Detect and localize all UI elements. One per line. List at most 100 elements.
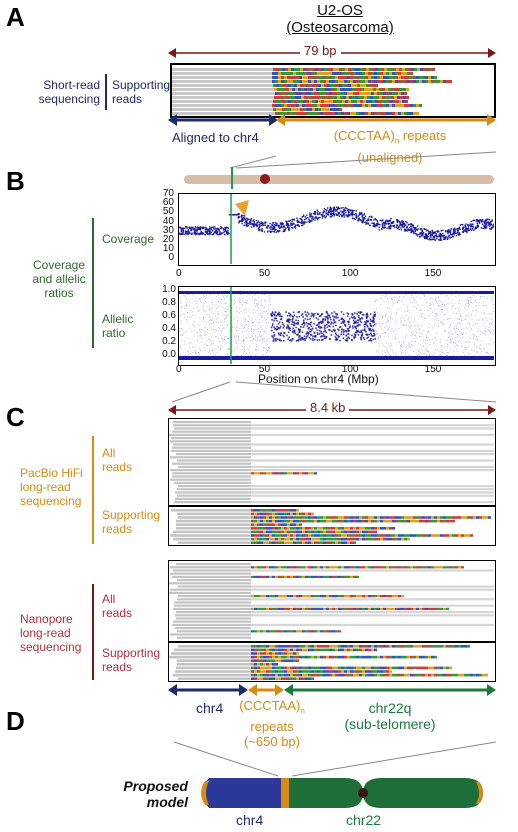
read-base <box>302 512 305 516</box>
allelic-point <box>398 340 400 342</box>
read-base <box>266 655 269 659</box>
allelic-point <box>263 347 265 348</box>
read-base <box>251 519 254 523</box>
allelic-point <box>187 350 189 352</box>
read-base <box>290 527 293 530</box>
coverage-point <box>205 228 208 231</box>
read-base <box>305 512 308 516</box>
allelic-point <box>334 329 336 331</box>
allelic-point <box>253 303 255 305</box>
allelic-point <box>404 310 406 312</box>
read-base <box>434 645 437 648</box>
allelic-point <box>468 302 469 304</box>
allelic-point <box>297 328 300 330</box>
allelic-point <box>459 299 461 301</box>
allelic-point <box>234 293 236 295</box>
allelic-point <box>429 303 431 305</box>
read-base <box>296 648 299 652</box>
allelic-point <box>225 311 227 312</box>
allelic-point <box>466 326 468 328</box>
repeat-base <box>289 88 292 91</box>
coverage-point <box>452 229 455 232</box>
read-base <box>452 534 455 537</box>
allelic-point <box>478 319 480 321</box>
coverage-point <box>321 215 323 217</box>
allelic-point <box>428 323 430 325</box>
read-base <box>329 566 332 569</box>
read-base <box>317 670 320 673</box>
read-base <box>329 607 332 610</box>
coverage-point <box>313 212 315 215</box>
read-base <box>296 607 299 610</box>
coverage-point <box>260 222 263 224</box>
coverage-point <box>429 235 432 237</box>
allelic-point <box>409 342 411 344</box>
allelic-point <box>249 318 251 319</box>
read-base <box>284 534 287 537</box>
read-base <box>374 648 377 652</box>
coverage-point <box>446 229 449 232</box>
coverage-point <box>247 218 249 220</box>
allelic-point <box>480 348 481 350</box>
allelic-point <box>180 345 181 347</box>
read-base <box>353 655 356 659</box>
repeat-base <box>397 96 400 99</box>
pacbio-divider <box>92 436 94 544</box>
allelic-point <box>388 342 390 344</box>
read-base <box>269 537 272 541</box>
allelic-point <box>406 335 408 337</box>
allelic-point <box>267 317 269 319</box>
coverage-point <box>264 224 266 226</box>
allelic-point <box>444 304 446 306</box>
allelic-point <box>250 319 252 321</box>
coverage-point <box>471 223 473 225</box>
allelic-point <box>453 328 455 329</box>
read-base <box>461 534 464 537</box>
coverage-point <box>227 231 229 233</box>
allelic-point <box>207 314 209 316</box>
repeat-base <box>373 88 376 91</box>
coverage-point <box>340 210 342 212</box>
repeat-base <box>275 80 278 83</box>
repeat-base <box>359 76 362 79</box>
coverage-point <box>214 228 217 230</box>
repeat-base <box>284 104 287 107</box>
allelic-point <box>218 311 219 313</box>
read-base <box>347 655 350 659</box>
allelic-point <box>212 349 213 351</box>
allelic-point <box>395 336 396 338</box>
coverage-point <box>433 236 436 239</box>
allelic-point <box>229 348 231 350</box>
allelic-point <box>490 332 491 334</box>
coverage-point <box>222 231 224 234</box>
allelic-point <box>457 335 459 337</box>
repeat-base <box>329 104 332 107</box>
allelic-point <box>472 350 474 352</box>
repeat-base <box>284 112 287 115</box>
read-base <box>284 607 287 610</box>
read-base <box>377 607 380 610</box>
allelic-point <box>483 322 485 324</box>
read-base <box>362 530 365 534</box>
read-aligned <box>251 446 494 449</box>
allelic-point <box>242 336 244 338</box>
allelic-point <box>474 356 476 358</box>
allelic-point <box>378 318 380 320</box>
read-base <box>272 595 275 598</box>
read-base <box>314 648 317 652</box>
allelic-point <box>252 336 253 337</box>
read-aligned <box>176 666 251 670</box>
repeat-base <box>404 80 407 83</box>
allelic-point <box>220 334 221 336</box>
coverage-point <box>180 233 182 235</box>
coverage-point <box>337 211 339 214</box>
allelic-point <box>243 351 245 352</box>
repeat-base <box>321 108 324 111</box>
read-base <box>377 516 380 519</box>
coverage-point <box>244 215 246 217</box>
allelic-point <box>238 311 240 313</box>
coverage-point <box>182 231 185 233</box>
allelic-point <box>469 337 471 339</box>
repeat-base <box>348 84 351 87</box>
read-base <box>332 630 335 633</box>
